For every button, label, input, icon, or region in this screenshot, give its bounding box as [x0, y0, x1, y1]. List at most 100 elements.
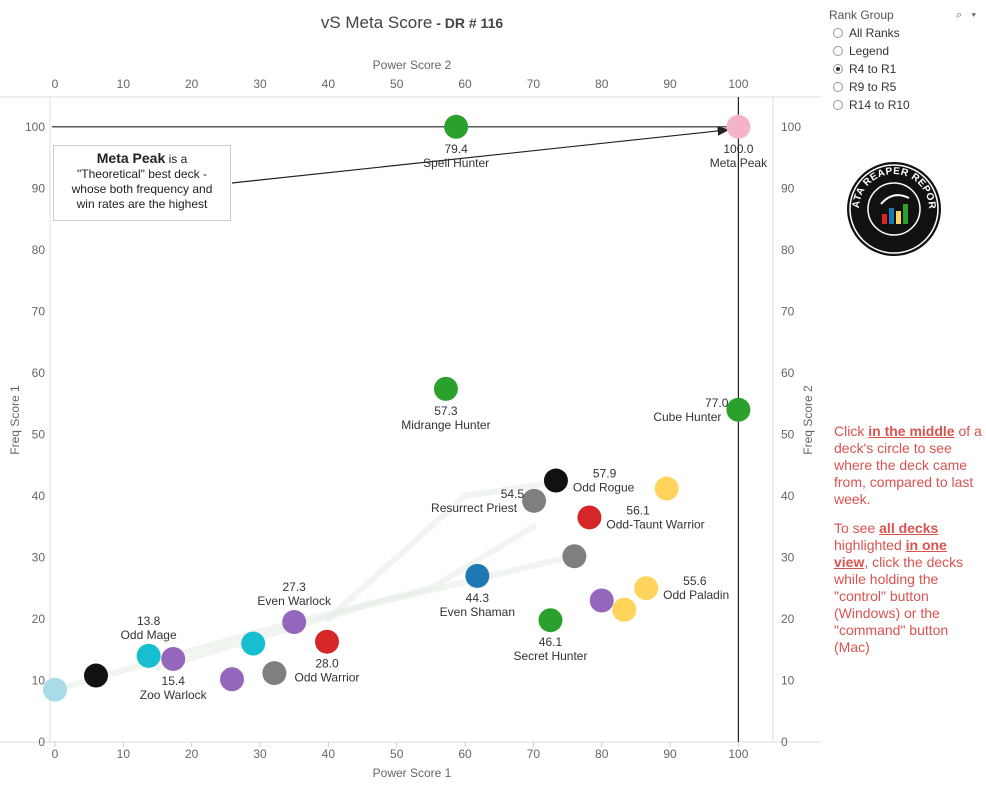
- instructions-highlight: all decks: [879, 520, 939, 536]
- deck-name-label: Zoo Warlock: [140, 688, 208, 702]
- deck-score-label: 77.0: [705, 396, 729, 410]
- instructions-highlight: in the middle: [868, 423, 955, 439]
- deck-point: [726, 114, 751, 139]
- right-y-tick-label: 60: [781, 366, 795, 380]
- deck-name-label: Secret Hunter: [513, 649, 587, 663]
- movement-trail: [154, 554, 571, 672]
- deck-score-label: 13.8: [137, 614, 161, 628]
- left-y-tick-label: 100: [25, 120, 45, 134]
- right-y-tick-label: 90: [781, 181, 795, 195]
- top-x-tick-label: 60: [458, 77, 472, 91]
- deck-point: [282, 610, 307, 635]
- deck-score-label: 79.4: [444, 142, 468, 156]
- deck-point: [654, 476, 679, 501]
- radio-circle-icon[interactable]: [833, 28, 843, 38]
- left-y-tick-label: 20: [32, 612, 46, 626]
- top-x-tick-label: 90: [663, 77, 677, 91]
- radio-circle-icon[interactable]: [833, 100, 843, 110]
- deck-score-label: 46.1: [539, 635, 563, 649]
- deck-score-label: 28.0: [315, 657, 339, 671]
- radio-all-ranks[interactable]: All Ranks: [829, 24, 979, 42]
- deck-point: [136, 643, 161, 668]
- bottom-x-tick-label: 10: [117, 747, 131, 761]
- top-x-tick-label: 50: [390, 77, 404, 91]
- deck-point: [612, 597, 637, 622]
- deck-name-label: Odd Mage: [121, 628, 177, 642]
- top-x-tick-label: 70: [527, 77, 541, 91]
- deck-point: [43, 677, 67, 702]
- deck-point: [433, 376, 458, 401]
- deck-point: [241, 631, 266, 656]
- bottom-x-tick-label: 100: [728, 747, 748, 761]
- callout-line2: "Theoretical" best deck -: [77, 167, 207, 181]
- top-x-tick-label: 80: [595, 77, 609, 91]
- deck-name-label: Odd-Taunt Warrior: [606, 517, 704, 531]
- bottom-x-tick-label: 90: [663, 747, 677, 761]
- right-y-tick-label: 50: [781, 427, 795, 441]
- deck-point: [314, 629, 339, 654]
- filter-tools-icon[interactable]: ⌕ ▾: [956, 8, 979, 21]
- callout-rest: is a: [165, 152, 188, 166]
- right-y-tick-label: 10: [781, 673, 795, 687]
- callout-line4: win rates are the highest: [76, 197, 208, 211]
- right-y-tick-label: 100: [781, 120, 801, 134]
- bottom-x-tick-label: 80: [595, 747, 609, 761]
- deck-score-label: 44.3: [466, 591, 490, 605]
- deck-point: [84, 663, 109, 688]
- deck-point: [538, 608, 563, 633]
- radio-label: R14 to R10: [849, 98, 910, 112]
- meta-peak-callout: Meta Peak is a "Theoretical" best deck -…: [53, 145, 231, 221]
- movement-trail: [325, 480, 551, 622]
- radio-circle-icon[interactable]: [833, 82, 843, 92]
- y-axis-title: Freq Score 1: [8, 385, 22, 455]
- deck-score-label: 56.1: [626, 503, 650, 517]
- instructions-p1: Click in the middle of a deck's circle t…: [834, 423, 982, 507]
- left-y-tick-label: 60: [32, 366, 46, 380]
- deck-score-label: 27.3: [283, 580, 307, 594]
- deck-score-label: 55.6: [683, 574, 707, 588]
- deck-point: [220, 667, 245, 692]
- instructions-highlight: in one view: [834, 537, 947, 570]
- deck-point: [262, 661, 287, 686]
- y2-axis-title: Freq Score 2: [801, 385, 815, 455]
- right-y-tick-label: 20: [781, 612, 795, 626]
- rank-group-filter: Rank Group ⌕ ▾ All Ranks Legend R4 to R1…: [829, 6, 979, 114]
- right-y-tick-label: 80: [781, 243, 795, 257]
- bottom-x-tick-label: 50: [390, 747, 404, 761]
- radio-label: All Ranks: [849, 26, 900, 40]
- deck-name-label: Even Shaman: [440, 605, 515, 619]
- deck-name-label: Meta Peak: [710, 156, 768, 170]
- deck-score-label: 54.5: [501, 487, 525, 501]
- radio-circle-icon[interactable]: [833, 46, 843, 56]
- right-y-tick-label: 30: [781, 550, 795, 564]
- left-y-tick-label: 80: [32, 243, 46, 257]
- deck-name-label: Spell Hunter: [423, 156, 489, 170]
- top-x-tick-label: 40: [322, 77, 336, 91]
- deck-score-label: 15.4: [162, 674, 186, 688]
- deck-point: [634, 576, 659, 601]
- radio-r14-r10[interactable]: R14 to R10: [829, 96, 979, 114]
- meta-peak-arrow: [231, 126, 730, 184]
- right-y-tick-label: 70: [781, 304, 795, 318]
- radio-label: R9 to R5: [849, 80, 897, 94]
- left-y-tick-label: 40: [32, 489, 46, 503]
- left-y-tick-label: 70: [32, 304, 46, 318]
- bottom-x-tick-label: 20: [185, 747, 199, 761]
- deck-score-label: 57.9: [593, 467, 617, 481]
- radio-label: R4 to R1: [849, 62, 897, 76]
- deck-name-label: Odd Warrior: [295, 671, 360, 685]
- radio-label: Legend: [849, 44, 890, 58]
- top-x-tick-label: 10: [117, 77, 131, 91]
- deck-name-label: Odd Paladin: [663, 588, 729, 602]
- deck-point: [543, 468, 568, 493]
- bottom-x-tick-label: 40: [322, 747, 336, 761]
- right-y-tick-label: 40: [781, 489, 795, 503]
- left-y-tick-label: 30: [32, 550, 46, 564]
- top-x-tick-label: 20: [185, 77, 199, 91]
- data-reaper-logo: DATA REAPER REPORT: [845, 160, 941, 256]
- radio-r9-r5[interactable]: R9 to R5: [829, 78, 979, 96]
- radio-r4-r1[interactable]: R4 to R1: [829, 60, 979, 78]
- deck-name-label: Odd Rogue: [573, 481, 635, 495]
- radio-legend[interactable]: Legend: [829, 42, 979, 60]
- radio-circle-checked-icon[interactable]: [833, 64, 843, 74]
